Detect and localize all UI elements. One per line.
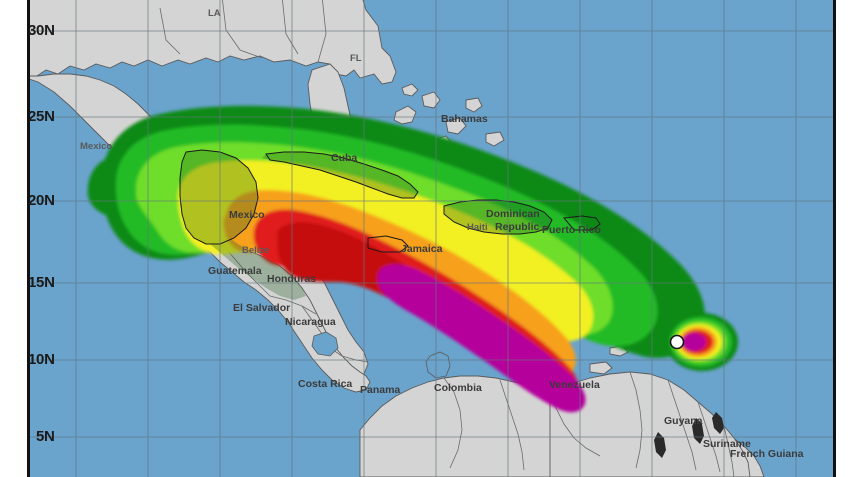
place-label-panama: Panama [360,384,401,396]
place-label-mexico: Mexico [229,209,265,221]
map-canvas[interactable]: LA FL Bahamas Mexico Cuba Mexico Belize Haiti Do… [27,0,836,477]
place-label-bahamas: Bahamas [441,113,488,125]
place-label-colombia: Colombia [434,382,482,394]
place-label-la: LA [208,8,221,19]
left-margin [0,0,27,477]
storm-center-dot [669,334,685,350]
latitude-label-30n: 30N [28,22,55,39]
place-label-republic: Republic [495,221,540,233]
place-label-el-salvador: El Salvador [233,302,291,314]
place-label-fl: FL [350,53,362,64]
latitude-label-20n: 20N [28,192,55,209]
place-label-guyana: Guyana [664,415,703,427]
place-label-jamaica: Jamaica [401,243,443,255]
right-margin [839,0,848,477]
cone-core [377,264,586,413]
place-label-nicaragua: Nicaragua [285,316,336,328]
place-label-honduras: Honduras [267,273,317,285]
place-label-dominican: Dominican [486,208,540,220]
place-label-venezuela: Venezuela [549,379,600,391]
place-label-mexico: Mexico [80,141,113,152]
place-label-suriname: Suriname [703,438,751,450]
place-label-haiti: Haiti [467,222,488,233]
place-label-french-guiana: French Guiana [730,448,804,460]
place-label-guatemala: Guatemala [208,265,262,277]
graticule-layer [30,0,833,477]
place-label-costa-rica: Costa Rica [298,378,353,390]
place-label-belize: Belize [242,245,270,256]
latitude-label-10n: 10N [28,351,55,368]
latitude-label-25n: 25N [28,108,55,125]
storm-center-layer[interactable] [30,0,833,477]
cone-land-shading [179,149,601,300]
latitude-label-15n: 15N [28,274,55,291]
place-label-puerto-rico: Puerto Rico [542,224,601,236]
latitude-label-5n: 5N [36,428,55,445]
wind-probability-cone [87,105,738,413]
place-label-cuba: Cuba [331,152,358,164]
